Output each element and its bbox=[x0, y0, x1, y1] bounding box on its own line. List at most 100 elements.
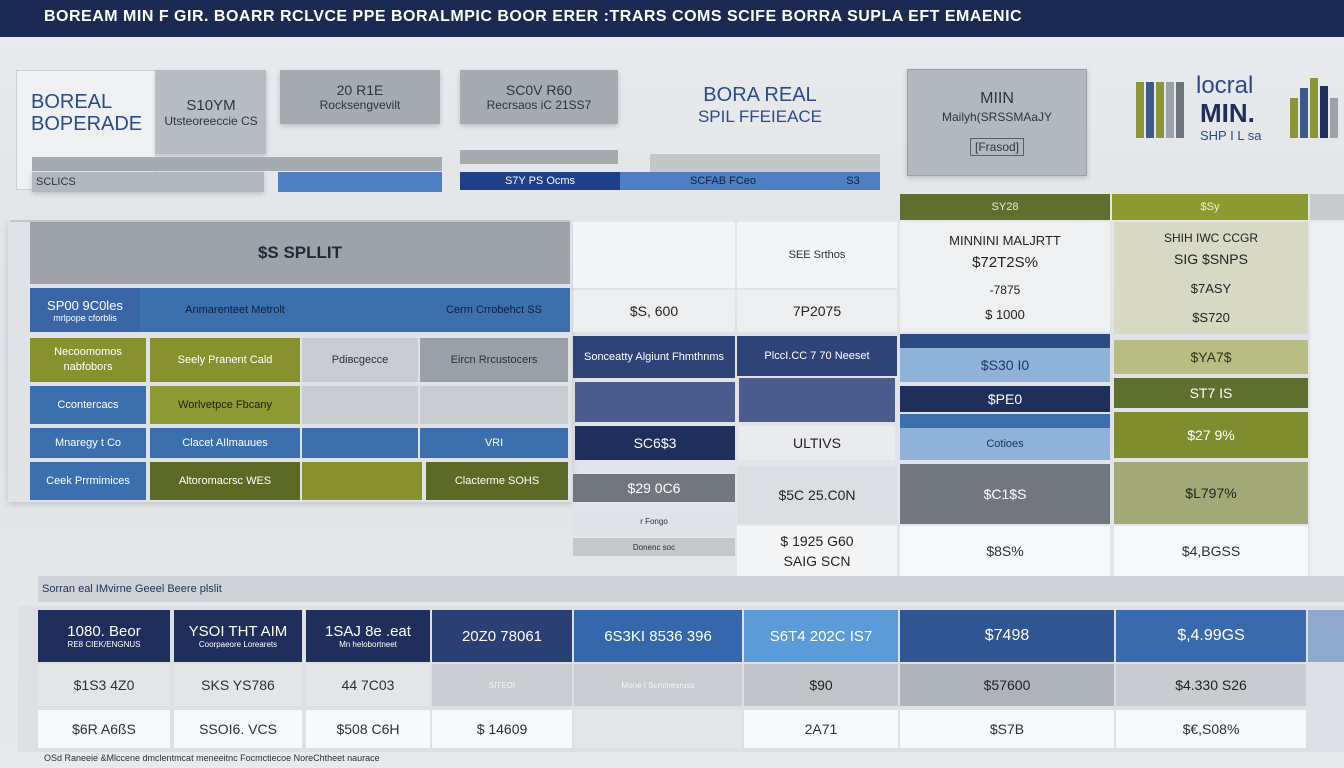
bottom-row2-col5[interactable] bbox=[574, 710, 742, 748]
bottom-header-4[interactable]: 20Z0 78061 bbox=[432, 610, 572, 662]
split-row4-col2[interactable]: Altoromacrsc WES bbox=[150, 462, 300, 500]
mid-band-left[interactable]: Sonceatty Algiunt Fhmthnms bbox=[573, 336, 735, 378]
mid-col2-value[interactable]: 7P2075 bbox=[737, 290, 897, 332]
split-row2-col1[interactable]: Ccontercacs bbox=[30, 386, 146, 424]
right-col2-row1-text: $YA7$ bbox=[1190, 349, 1232, 365]
bottom-row2-col4[interactable]: $ 14609 bbox=[432, 710, 572, 748]
bottom-header-7[interactable]: $7498 bbox=[900, 610, 1114, 662]
bottom-row2-col2[interactable]: SSOI6. VCS bbox=[174, 710, 302, 748]
right-col2-row4[interactable]: $L797% bbox=[1114, 462, 1308, 524]
right-col1-row5[interactable]: $8S% bbox=[900, 526, 1110, 576]
mid-col1-row1 bbox=[575, 382, 735, 422]
split-row3-col3[interactable] bbox=[302, 428, 418, 458]
mid-col1-value[interactable]: $S, 600 bbox=[573, 290, 735, 332]
mid-col1-row3[interactable]: $29 0C6 bbox=[573, 474, 735, 502]
right-col2-row2[interactable]: ST7 IS bbox=[1114, 378, 1308, 408]
right-col3-tab bbox=[1310, 194, 1344, 220]
right-col2-row3[interactable]: $27 9% bbox=[1114, 412, 1308, 458]
mid-col1-row4-text: r Fongo bbox=[640, 516, 668, 526]
split-row1-col4-text: Eircn Rrcustocers bbox=[450, 354, 538, 366]
split-row2-col4[interactable] bbox=[420, 386, 568, 424]
bottom-row1-col3-text: 44 7C03 bbox=[341, 677, 395, 693]
bottom-row1-col6[interactable]: $90 bbox=[744, 664, 898, 706]
header-bar-mid-c[interactable]: S3 bbox=[826, 172, 880, 190]
header-bar-blue-1 bbox=[278, 172, 442, 192]
bottom-row2-col6[interactable]: 2A71 bbox=[744, 710, 898, 748]
mid-col2-row4[interactable]: $ 1925 G60 SAIG SCN bbox=[737, 526, 897, 576]
right-col1-row5-text: $8S% bbox=[986, 543, 1024, 559]
mid-col2-row3-text: $5C 25.C0N bbox=[778, 487, 856, 503]
split-row2-col2[interactable]: Worlvetpce Fbcany bbox=[150, 386, 300, 424]
split-row3-col1[interactable]: Mnaregy t Co bbox=[30, 428, 146, 458]
bottom-row1-col2[interactable]: SKS YS786 bbox=[174, 664, 302, 706]
mid-col1-row3-text: $29 0C6 bbox=[627, 480, 681, 496]
mid-col1-value-text: $S, 600 bbox=[629, 303, 679, 319]
right-col2-tab[interactable]: $Sy bbox=[1112, 194, 1308, 220]
bottom-row1-col8[interactable]: $4.330 S26 bbox=[1116, 664, 1306, 706]
header-card-1[interactable]: S10YM Utsteoreeccie CS bbox=[156, 70, 266, 154]
right-col1-row4[interactable]: $C1$S bbox=[900, 464, 1110, 524]
split-row1-col1[interactable]: Necoomomos nabfobors bbox=[30, 338, 146, 382]
split-header-left[interactable]: SP00 9C0les mrlpope cforblis bbox=[30, 288, 140, 332]
right-col1-row2[interactable]: $PE0 bbox=[900, 386, 1110, 412]
right-col2-row4-text: $L797% bbox=[1185, 485, 1237, 501]
bottom-header-5[interactable]: 6S3KI 8536 396 bbox=[574, 610, 742, 662]
mid-col2-row3[interactable]: $5C 25.C0N bbox=[737, 466, 897, 524]
bottom-row2-col8[interactable]: $€,S08% bbox=[1116, 710, 1306, 748]
bottom-row2-col7[interactable]: $S7B bbox=[900, 710, 1114, 748]
right-col2-row1[interactable]: $YA7$ bbox=[1114, 340, 1308, 374]
mid-band-right[interactable]: PlccI.CC 7 70 Neeset bbox=[737, 336, 897, 376]
bottom-header-5-main: 6S3KI 8536 396 bbox=[604, 627, 712, 645]
right-col1-summary[interactable]: MINNINI MALJRTT $72T2S% -7875 $ 1000 bbox=[900, 222, 1110, 332]
split-row1-col3-text: Pdiвcgecce bbox=[331, 354, 389, 366]
right-col1-tab[interactable]: SY28 bbox=[900, 194, 1110, 220]
mid-col1-row4[interactable]: r Fongo bbox=[573, 506, 735, 536]
header-bar-mid-a[interactable]: S7Y PS Ocms bbox=[460, 172, 620, 190]
split-row4-col4[interactable]: Clacterme SOHS bbox=[426, 462, 568, 500]
bottom-row1-col1[interactable]: $1S3 4Z0 bbox=[38, 664, 170, 706]
split-row4-col1[interactable]: Ceek Prrmimices bbox=[30, 462, 146, 500]
split-row3-col2[interactable]: Clacet AIlmauues bbox=[150, 428, 300, 458]
right-col2-row3-text: $27 9% bbox=[1187, 427, 1235, 443]
bottom-header-1[interactable]: 1080. Beor RE8 CIEK/ENGNUS bbox=[38, 610, 170, 662]
split-row1-col2[interactable]: Seely Pranent Cald bbox=[150, 338, 300, 382]
bottom-header-6[interactable]: S6T4 202C IS7 bbox=[744, 610, 898, 662]
split-row3-col4[interactable]: VRI bbox=[420, 428, 568, 458]
header-card-2[interactable]: 20 R1E Rocksengvevilt bbox=[280, 70, 440, 124]
mid-col1-row5[interactable]: Donenc soc bbox=[573, 538, 735, 556]
right-col2-row5[interactable]: $4,BGSS bbox=[1114, 526, 1308, 576]
bottom-row1-col1-text: $1S3 4Z0 bbox=[73, 677, 135, 693]
right-col1-row1[interactable]: $S30 I0 bbox=[900, 348, 1110, 382]
split-row4-col3[interactable] bbox=[302, 462, 422, 500]
header-bar-mid-b[interactable]: SCFAB FCeo bbox=[620, 172, 826, 190]
brand-right-logo: locral MIN. SHP I L sa bbox=[1136, 72, 1344, 144]
bottom-row1-col3[interactable]: 44 7C03 bbox=[306, 664, 430, 706]
bottom-header-3[interactable]: 1SAJ 8e .eat Mn helobortneet bbox=[306, 610, 430, 662]
split-header-right[interactable]: Cerm Crrobehct SS bbox=[420, 288, 568, 332]
split-header-mid[interactable]: Anmarenteet Metrolt bbox=[150, 288, 320, 332]
bottom-row1-col7-text: $57600 bbox=[983, 677, 1031, 693]
mid-col2-row2[interactable]: ULTIVS bbox=[739, 426, 895, 460]
bottom-header-8[interactable]: $,4.99GS bbox=[1116, 610, 1306, 662]
header-card-2-line2: Rocksengvevilt bbox=[319, 98, 401, 112]
split-row2-col3[interactable] bbox=[302, 386, 418, 424]
mid-col1-row2[interactable]: SC6$3 bbox=[575, 426, 735, 460]
split-row1-col3[interactable]: Pdiвcgecce bbox=[302, 338, 418, 382]
right-col2-summary[interactable]: SHIH IWC CCGR SIG $SNPS $7ASY $S720 bbox=[1114, 222, 1308, 334]
bottom-row1-col7[interactable]: $57600 bbox=[900, 664, 1114, 706]
header-card-4[interactable]: MIIN Mailyh(SRSSMAaJY [Frasod] bbox=[907, 69, 1087, 176]
split-row1-col4[interactable]: Eircn Rrcustocers bbox=[420, 338, 568, 382]
bottom-header-2[interactable]: YSOI THT AIM Coorpaeore Lorearets bbox=[174, 610, 302, 662]
bottom-row1-col4[interactable]: SITEOI bbox=[432, 664, 572, 706]
header-card-3[interactable]: SC0V R60 Recrsaos iC 21SS7 bbox=[460, 70, 618, 124]
bottom-row2-col1-text: $6R A6ßS bbox=[72, 721, 136, 737]
split-header-left-line1: SP00 9C0les bbox=[47, 297, 123, 313]
bottom-row1-col5[interactable]: Mone I Scmmesruss bbox=[574, 664, 742, 706]
split-row3-col2-text: Clacet AIlmauues bbox=[182, 437, 268, 449]
header-bar-left[interactable]: SCLICS bbox=[32, 172, 264, 192]
bottom-row2-col3[interactable]: $508 C6H bbox=[306, 710, 430, 748]
header-card-1-line1: S10YM bbox=[186, 96, 236, 114]
bottom-row2-col1[interactable]: $6R A6ßS bbox=[38, 710, 170, 748]
bottom-row2-col3-text: $508 C6H bbox=[336, 721, 400, 737]
right-col1-row3[interactable]: Cotioes bbox=[900, 428, 1110, 460]
